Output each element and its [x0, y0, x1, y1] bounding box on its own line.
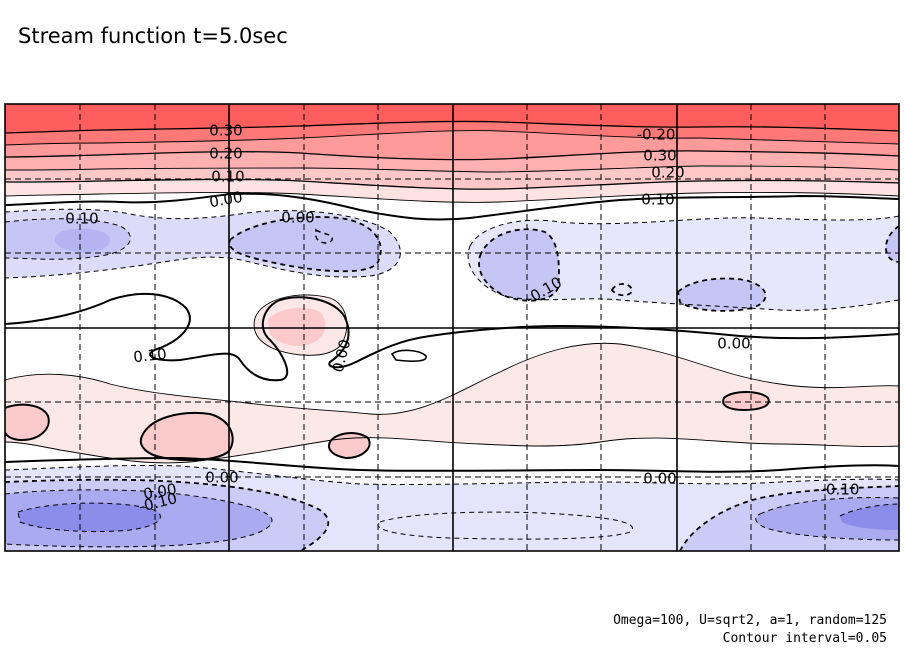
contour-lines-thin	[5, 130, 899, 464]
band-pos-0.20	[5, 130, 899, 160]
band-neg-0.05-right	[468, 216, 899, 311]
band-neg-0.15-bottom-right	[755, 497, 899, 540]
contour-label: 0.10	[641, 191, 674, 209]
contour-label: 0.30	[209, 122, 242, 140]
grid-solid	[5, 104, 899, 551]
contour-label: 0.20	[209, 145, 242, 163]
contour-label: 0.20	[651, 164, 684, 182]
footnote-parameters: Omega=100, U=sqrt2, a=1, random=125	[613, 613, 887, 628]
band-neg-0.10-right	[479, 229, 559, 301]
band-neg-0.10-right2	[678, 278, 766, 311]
contour-lines-dashed	[5, 208, 899, 551]
footnote-contour-interval: Contour interval=0.05	[722, 631, 887, 646]
contour-label: 0.00	[142, 480, 178, 504]
band-pos-0.10-center	[268, 307, 326, 347]
band-pos-0.10-right	[723, 392, 769, 410]
contour-lines-solid	[5, 120, 899, 473]
contour-label: 0.00	[205, 469, 238, 487]
band-neg-0.20-bottom	[18, 503, 161, 532]
band-neg-0.10-center	[229, 216, 381, 272]
contour-label: -0.20	[637, 126, 676, 144]
contour-label: 0.10	[132, 345, 167, 366]
contour-label: 0.00	[643, 470, 676, 488]
chart-title: Stream function t=5.0sec	[18, 24, 288, 48]
contour-label: 0.10	[211, 168, 244, 186]
contour-label: -0.10	[821, 481, 860, 499]
contour-label: 0.10	[65, 210, 98, 228]
band-pos-0.10-lowleft	[5, 404, 49, 440]
contour-label: 0.00	[717, 335, 750, 353]
contour-label: 0.00	[281, 209, 314, 227]
contour-labels: 0.300.200.100.000.10-0.10-0.200.300.200.…	[65, 122, 859, 516]
contour-label: 0.00	[208, 188, 244, 212]
band-neg-0.20-bottom-right	[840, 504, 899, 530]
band-pos-0.10-lowleft2	[140, 412, 233, 461]
band-neg-0.15-left	[54, 228, 111, 253]
contour-label: 0.30	[643, 147, 676, 165]
plot-frame	[4, 103, 900, 552]
